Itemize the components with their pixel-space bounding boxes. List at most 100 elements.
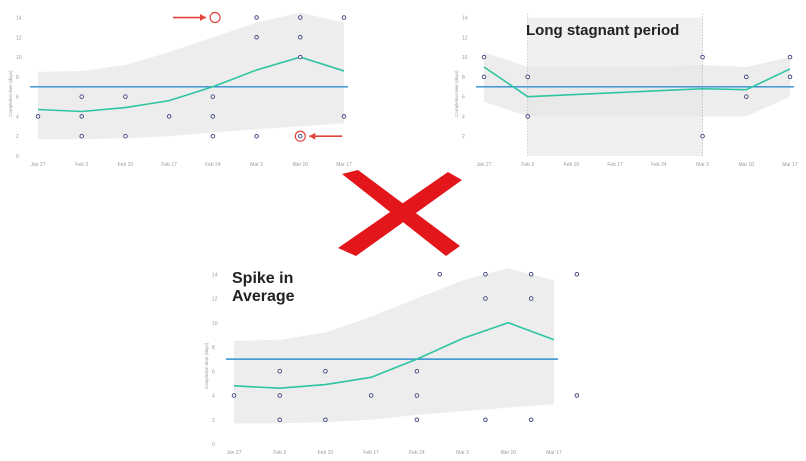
data-point: [574, 393, 580, 398]
data-point: [79, 94, 84, 99]
data-point: [35, 114, 41, 119]
y-tick-label: 2: [16, 134, 19, 140]
confidence-band: [234, 268, 554, 424]
data-point: [787, 54, 793, 60]
rolling-average-line: [233, 321, 555, 390]
data-point: [483, 296, 488, 301]
y-tick-label: 14: [462, 16, 468, 22]
data-point: [525, 74, 530, 80]
x-tick-label: Feb 3: [273, 450, 286, 456]
data-point: [744, 94, 749, 99]
data-point: [700, 54, 705, 60]
y-tick-label: 14: [16, 16, 22, 22]
x-tick-label: Feb 17: [363, 450, 379, 456]
x-tick-label: Mar 3: [250, 162, 263, 168]
chart-panel-bottom: 0 2 4 6 8 10 12 14 Completion time (days) Jan 27 F…: [200, 262, 580, 458]
data-point: [79, 133, 84, 139]
long-stagnant-period-label: Long stagnant period: [526, 22, 680, 39]
data-point: [341, 15, 347, 20]
y-axis-label: Completion time (days): [454, 70, 459, 117]
red-cross-icon: [338, 170, 462, 256]
data-point: [483, 272, 488, 277]
x-tick-label: Jan 27: [30, 162, 45, 168]
data-point: [787, 74, 793, 80]
x-tick-label: Mar 10: [293, 162, 309, 168]
cycle-time-chart-bottom: 0 2 4 6 8 10 12 14 Completion time (days) Jan 27 F…: [204, 268, 580, 456]
outlier-highlight-ring: [294, 130, 306, 142]
y-tick-label: 2: [462, 134, 465, 140]
data-point: [437, 272, 442, 277]
data-point: [298, 54, 303, 60]
x-tick-label: Feb 24: [651, 162, 667, 168]
data-point: [414, 417, 420, 423]
x-tick-label: Feb 24: [205, 162, 221, 168]
y-tick-label: 10: [462, 55, 468, 61]
data-point: [414, 369, 420, 374]
x-tick-label: Mar 17: [782, 162, 798, 168]
rolling-average-line: [483, 66, 791, 98]
y-tick-label: 12: [462, 35, 468, 41]
y-tick-label: 4: [16, 114, 19, 120]
data-point: [323, 369, 328, 374]
data-point: [414, 393, 420, 398]
data-point: [277, 369, 282, 374]
x-tick-label: Mar 17: [546, 450, 562, 456]
data-point: [574, 272, 580, 277]
data-point: [210, 114, 216, 119]
spike-label-line-2: Average: [232, 288, 295, 305]
data-point: [481, 54, 487, 60]
data-point: [231, 393, 237, 398]
x-tick-label: Feb 17: [607, 162, 623, 168]
x-tick-label: Feb 10: [318, 450, 334, 456]
y-tick-label: 12: [212, 297, 218, 303]
data-point: [277, 417, 282, 423]
y-tick-label: 6: [212, 369, 215, 375]
data-point: [341, 114, 347, 119]
x-tick-label: Mar 10: [739, 162, 755, 168]
y-tick-label: 12: [16, 35, 22, 41]
rolling-average-line: [37, 56, 345, 113]
y-tick-label: 2: [212, 418, 215, 424]
x-tick-label: Feb 10: [564, 162, 580, 168]
y-tick-label: 4: [212, 394, 215, 400]
x-tick-label: Jan 27: [476, 162, 491, 168]
data-point: [254, 15, 259, 20]
y-tick-label: 14: [212, 272, 218, 278]
x-tick-label: Mar 17: [336, 162, 352, 168]
x-tick-label: Feb 24: [409, 450, 425, 456]
data-point: [298, 15, 303, 20]
x-tick-label: Feb 10: [118, 162, 134, 168]
cross-stroke-2: [338, 172, 462, 256]
data-point: [123, 94, 128, 99]
y-tick-label: 4: [462, 114, 465, 120]
y-tick-label: 10: [212, 321, 218, 327]
data-point: [528, 296, 534, 301]
y-tick-label: 6: [462, 95, 465, 101]
y-tick-label: 10: [16, 55, 22, 61]
y-tick-label: 8: [212, 345, 215, 351]
data-point: [254, 35, 259, 40]
data-point: [700, 133, 705, 139]
data-point: [323, 417, 328, 423]
y-tick-label: 0: [212, 442, 215, 448]
x-tick-label: Mar 3: [456, 450, 469, 456]
data-point: [166, 114, 172, 119]
data-point: [277, 393, 282, 398]
data-point: [298, 133, 303, 139]
y-axis-label: Completion time (days): [204, 342, 209, 389]
data-point: [368, 393, 374, 398]
spike-label-line-1: Spike in: [232, 270, 294, 287]
outlier-arrow-head: [200, 14, 207, 22]
data-point: [528, 272, 534, 277]
data-point: [123, 133, 128, 139]
data-point: [483, 417, 488, 423]
data-point: [210, 94, 216, 99]
data-point: [481, 74, 487, 80]
chart-panel-top-left: 0 2 4 6 8 10 12 14 Completion time (days) Jan 27 F…: [0, 0, 352, 170]
outlier-arrow-head: [309, 132, 316, 140]
x-tick-label: Jan 27: [226, 450, 241, 456]
confidence-band: [38, 12, 344, 140]
outlier-highlight-ring: [209, 11, 221, 24]
data-point: [79, 114, 84, 119]
y-tick-label: 0: [16, 154, 19, 160]
